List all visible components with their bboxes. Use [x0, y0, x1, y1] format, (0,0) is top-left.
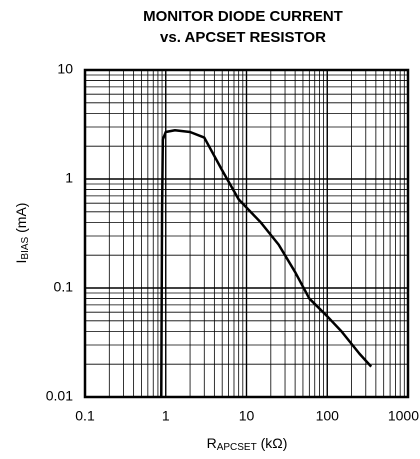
x-axis-label: RAPCSET (kΩ)	[207, 435, 288, 453]
x-tick-label: 10	[239, 408, 255, 424]
x-tick-label: 0.1	[75, 408, 95, 424]
y-tick-label: 1	[65, 170, 73, 186]
y-tick-label: 0.1	[54, 279, 74, 295]
chart-title: vs. APCSET RESISTOR	[160, 29, 326, 46]
y-tick-label: 0.01	[46, 388, 73, 404]
x-tick-label: 1	[162, 408, 170, 424]
chart-title: MONITOR DIODE CURRENT	[143, 8, 343, 25]
y-tick-label: 10	[57, 61, 73, 77]
data-line	[160, 129, 373, 398]
x-tick-label: 1000	[388, 408, 419, 424]
plot-frame	[83, 68, 410, 399]
y-axis-label: IBIAS (mA)	[13, 203, 31, 264]
x-tick-label: 100	[316, 408, 340, 424]
